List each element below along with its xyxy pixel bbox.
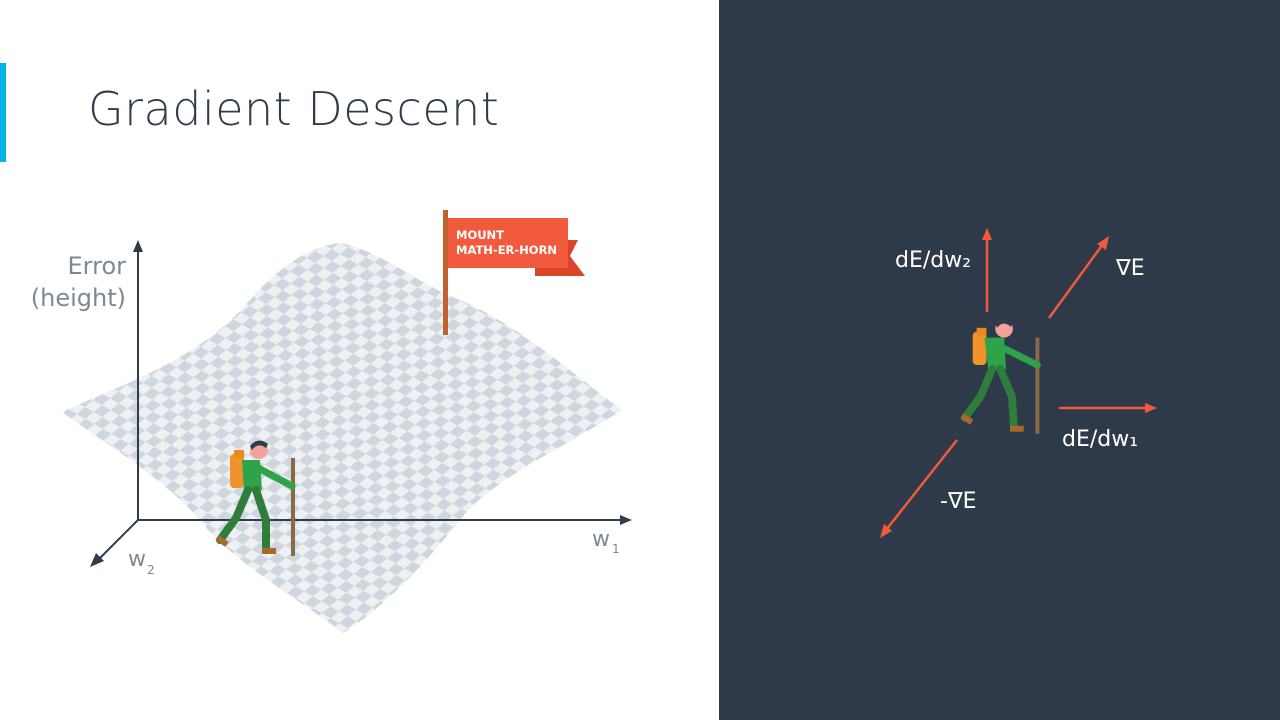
hiker-icon (960, 318, 1041, 434)
dw1-arrowhead (1145, 403, 1157, 413)
w2-axis (97, 519, 139, 561)
grad-arrowhead (1097, 236, 1109, 250)
w1-axis-label: w (592, 527, 610, 552)
error-surface (62, 243, 622, 633)
left-panel: Gradient Descent Error (height) w 1 w 2 (0, 63, 632, 633)
right-panel: dE/dw₂ ∇E dE/dw₁ -∇E (719, 0, 1280, 720)
y-axis-arrowhead (133, 240, 143, 252)
w2-axis-arrowhead (90, 553, 104, 567)
error-surface-diagram: Error (height) w 1 w 2 MOUNT MATH-ER-HOR… (31, 210, 632, 633)
gradient-vectors-diagram: dE/dw₂ ∇E dE/dw₁ -∇E (880, 228, 1157, 538)
w2-axis-subscript: 2 (147, 563, 155, 577)
dw1-label: dE/dw₁ (1062, 427, 1138, 452)
slide-title: Gradient Descent (88, 82, 500, 136)
neg-grad-arrowhead (880, 524, 892, 538)
dw2-label: dE/dw₂ (895, 248, 971, 273)
grad-arrow (1047, 243, 1105, 319)
neg-grad-arrow (885, 439, 958, 531)
hiker-icon (215, 440, 296, 556)
y-axis-label-line1: Error (68, 252, 127, 280)
flag-line2: MATH-ER-HORN (456, 243, 557, 257)
grad-label: ∇E (1115, 256, 1145, 281)
flag-icon: MOUNT MATH-ER-HORN (443, 210, 585, 335)
flag-line1: MOUNT (456, 228, 504, 242)
w1-axis-arrowhead (620, 515, 632, 525)
w2-axis-label: w (128, 547, 146, 572)
w1-axis-subscript: 1 (612, 542, 620, 556)
dw2-arrowhead (982, 228, 992, 240)
neg-grad-label: -∇E (940, 489, 977, 514)
accent-bar (0, 63, 6, 162)
y-axis-label-line2: (height) (31, 284, 126, 312)
